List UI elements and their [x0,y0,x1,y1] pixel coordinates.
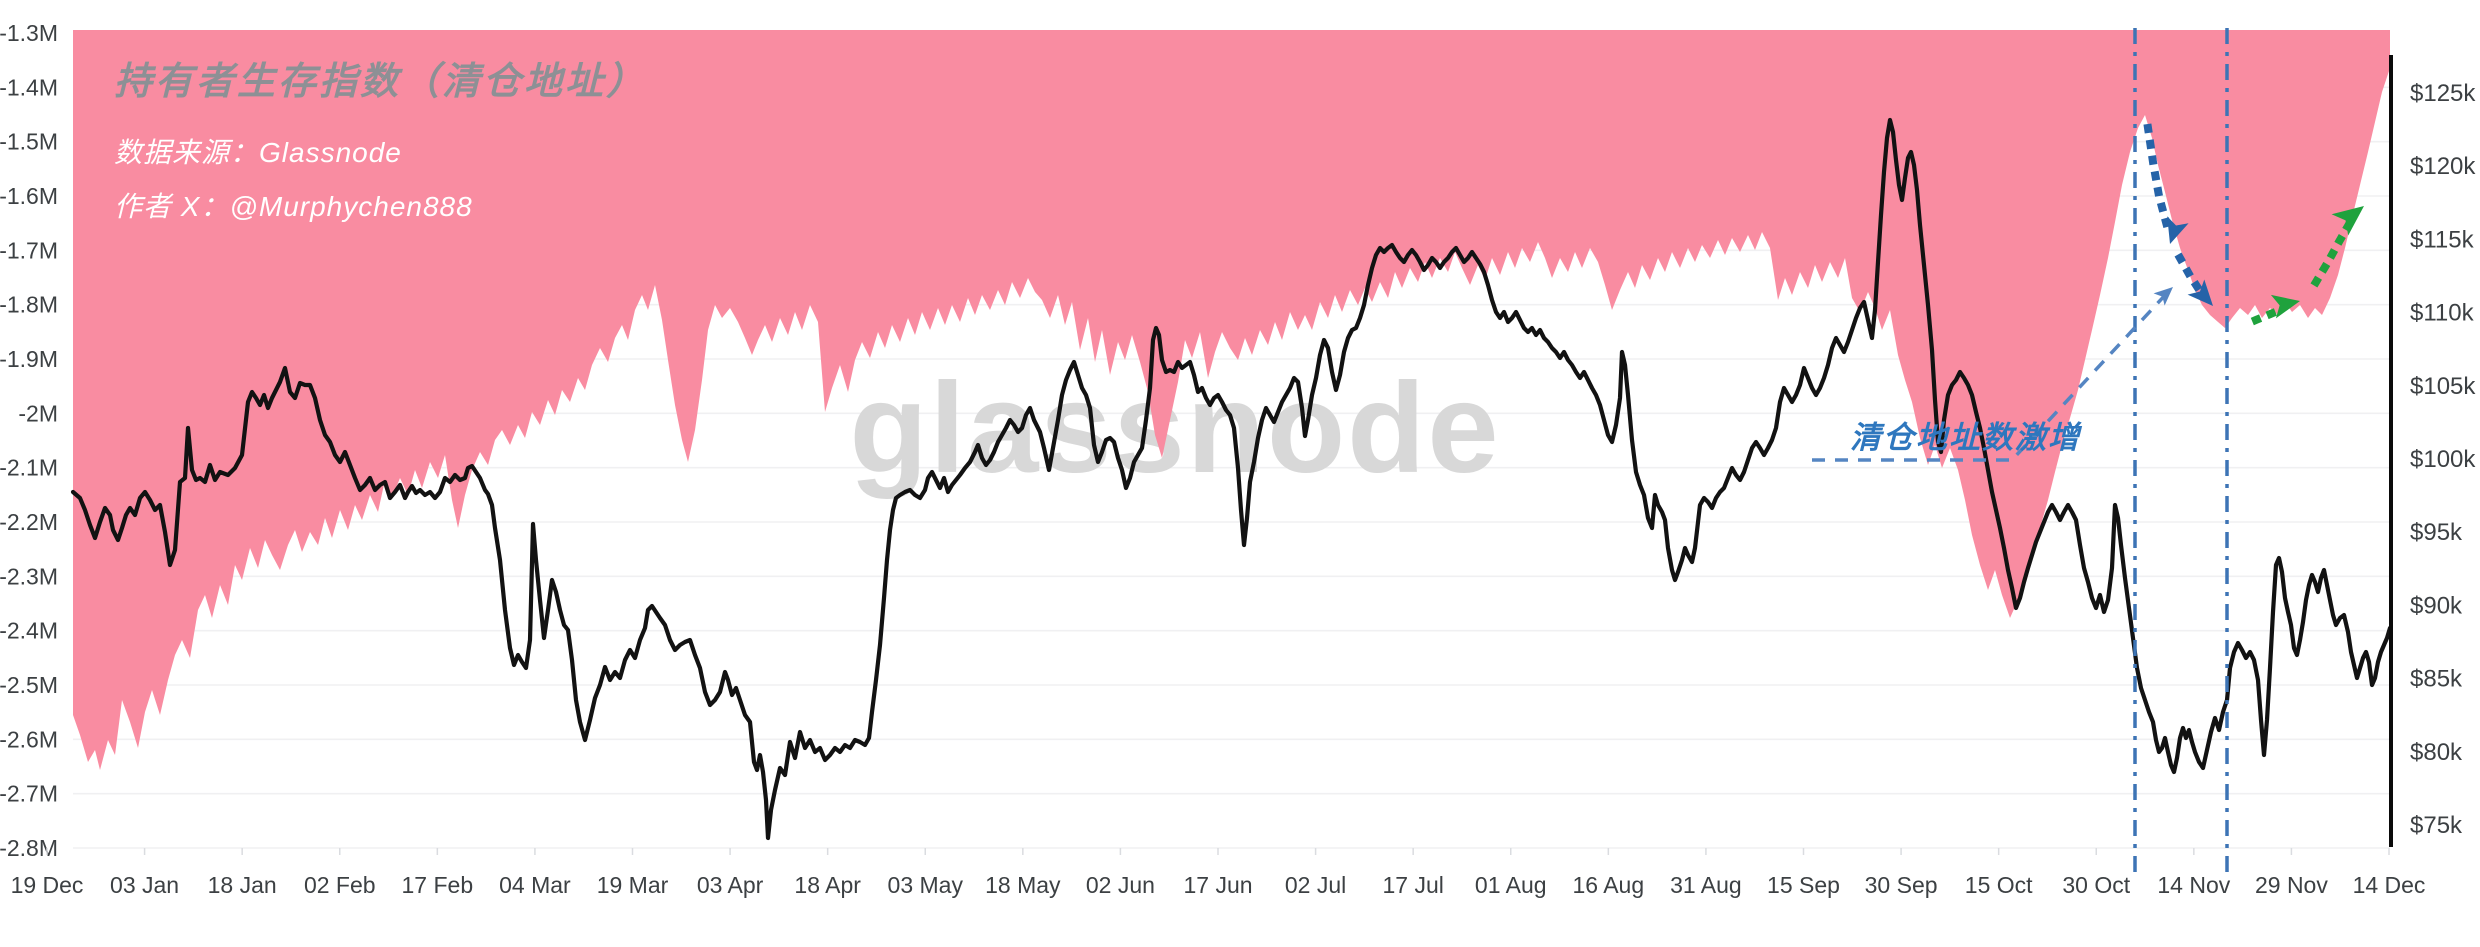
left-axis-tick-label: -1.3M [0,20,58,46]
left-axis-tick-label: -1.6M [0,183,58,209]
x-axis-tick-label: 01 Aug [1475,872,1547,898]
chart-title: 持有者生存指数（清仓地址） [114,61,648,103]
x-axis-tick-label: 18 Jan [208,872,277,898]
x-axis-tick-label: 29 Nov [2255,872,2328,898]
left-axis-tick-label: -2.5M [0,672,58,698]
left-axis-tick-label: -2.1M [0,455,58,481]
x-axis-tick-label: 30 Sep [1865,872,1938,898]
x-axis-tick-label: 14 Dec [2353,872,2426,898]
left-axis-tick-label: -2.8M [0,835,58,861]
right-axis-tick-label: $115k [2410,226,2475,253]
x-axis-tick-label: 02 Feb [304,872,376,898]
x-axis-tick-label: 15 Sep [1767,872,1840,898]
left-axis-tick-label: -2.3M [0,563,58,589]
chart-author-label: 作者 X：@Murphychen888 [114,191,473,222]
right-axis-tick-label: $105k [2410,373,2476,400]
x-axis-tick-label: 03 Apr [697,872,764,898]
chart-header: 持有者生存指数（清仓地址） 数据来源：Glassnode 作者 X：@Murph… [114,50,647,225]
x-axis-tick-label: 17 Jul [1382,872,1443,898]
right-axis-tick-label: $90k [2410,592,2463,619]
x-axis-tick-label: 02 Jun [1086,872,1155,898]
right-axis-tick-label: $110k [2410,300,2475,327]
left-axis-tick-label: -2.4M [0,618,58,644]
left-axis-tick-label: -1.5M [0,129,58,155]
left-axis-tick-label: -1.4M [0,74,58,100]
x-axis-tick-label: 16 Aug [1573,872,1645,898]
x-axis-tick-label: 30 Oct [2062,872,2130,898]
x-axis-tick-label: 14 Nov [2157,872,2230,898]
chart-source-label: 数据来源：Glassnode [114,137,402,168]
x-axis-tick-label: 19 Dec [11,872,84,898]
left-axis-tick-label: -1.8M [0,292,58,318]
x-axis-tick-label: 03 Jan [110,872,179,898]
x-axis-tick-label: 31 Aug [1670,872,1742,898]
x-axis-tick-label: 04 Mar [499,872,571,898]
callout-text: 清仓地址数激增 [1850,420,2083,455]
right-axis-tick-label: $75k [2410,812,2463,839]
left-axis-tick-label: -2.6M [0,726,58,752]
callout-leader-line [1812,290,2170,462]
x-axis-tick-label: 18 May [985,872,1061,898]
trend-dotted-arrow [2310,220,2354,288]
x-axis-tick-label: 03 May [888,872,964,898]
callout-arrowhead-icon [2153,287,2173,306]
right-axis-tick-label: $80k [2410,739,2463,766]
left-axis-tick-label: -1.7M [0,237,58,263]
left-axis-tick-label: -2.7M [0,781,58,807]
left-axis-tick-label: -2.2M [0,509,58,535]
left-axis-tick-label: -1.9M [0,346,58,372]
trend-dotted-arrow [2250,304,2286,326]
right-axis-tick-label: $120k [2410,153,2476,180]
trend-arrowhead-icon [2270,294,2300,319]
x-axis-tick-label: 17 Jun [1183,872,1252,898]
trend-arrowhead-icon [2187,279,2213,306]
trend-arrowhead-icon [2167,216,2189,244]
x-axis-tick-label: 18 Apr [794,872,861,898]
survival-index-area [73,30,2390,770]
left-axis-tick-label: -2M [18,400,58,426]
btc-price-line [70,117,2393,841]
right-axis-tick-label: $95k [2410,519,2463,546]
x-axis-tick-label: 15 Oct [1965,872,2033,898]
trend-arrowhead-icon [2331,206,2364,236]
trend-dotted-arrow [2143,123,2172,231]
right-axis-tick-label: $125k [2410,80,2476,107]
right-axis-tick-label: $100k [2410,446,2476,473]
x-axis-tick-label: 19 Mar [597,872,669,898]
x-axis-tick-label: 02 Jul [1285,872,1346,898]
x-axis-tick-label: 17 Feb [402,872,474,898]
right-axis-tick-label: $85k [2410,666,2463,693]
